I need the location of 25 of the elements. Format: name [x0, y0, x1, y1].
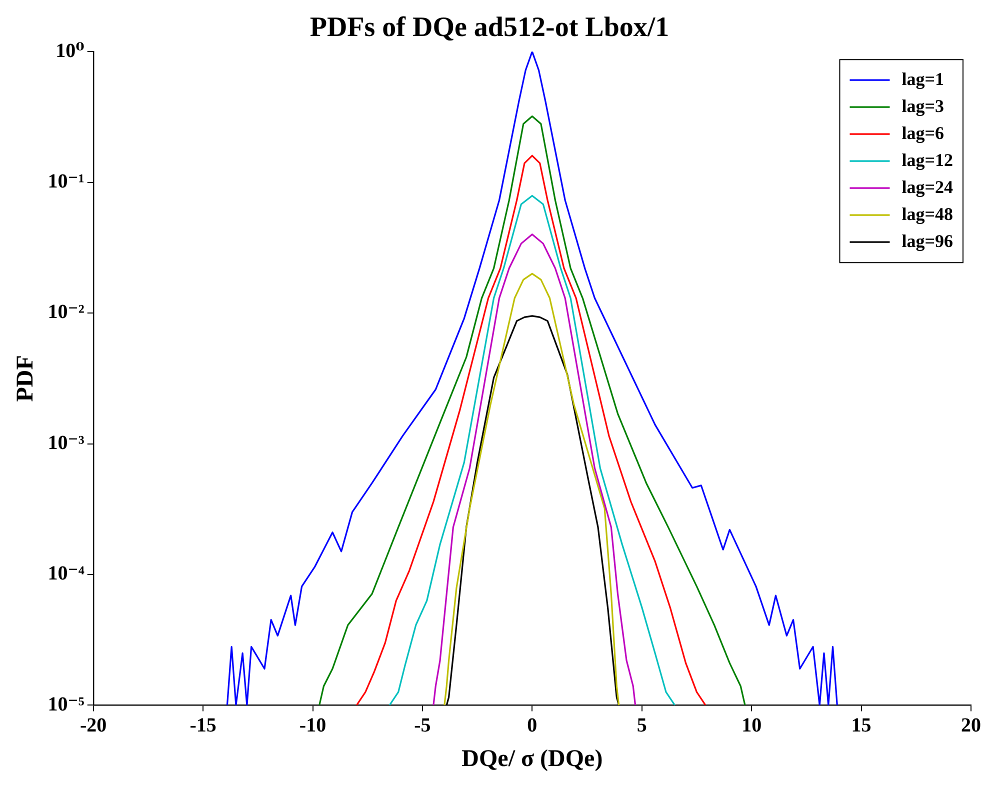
x-tick-label: 0 [527, 714, 538, 736]
legend-label: lag=96 [902, 230, 954, 251]
x-tick-label: -10 [299, 714, 326, 736]
x-tick-label: 5 [636, 714, 647, 736]
legend-label: lag=48 [902, 204, 954, 224]
x-tick-label: 15 [851, 714, 872, 736]
x-tick-label: 20 [961, 714, 981, 736]
legend-label: lag=3 [902, 96, 944, 116]
legend-label: lag=12 [902, 150, 954, 170]
x-axis-title: DQe/ σ (DQe) [462, 746, 603, 772]
y-tick-label: 10⁻⁵ [48, 693, 84, 716]
y-tick-label: 10⁻¹ [48, 170, 84, 192]
y-tick-label: 10⁻² [48, 301, 84, 324]
x-tick-label: -15 [190, 714, 216, 736]
legend-label: lag=6 [902, 122, 944, 143]
y-tick-label: 10⁰ [56, 40, 85, 62]
y-tick-label: 10⁻³ [48, 432, 84, 454]
y-tick-label: 10⁻⁴ [48, 562, 84, 585]
x-tick-label: -20 [80, 714, 107, 736]
y-axis-title: PDF [12, 355, 39, 402]
x-tick-label: -5 [414, 714, 431, 736]
legend-label: lag=1 [902, 68, 944, 89]
chart-title: PDFs of DQe ad512-ot Lbox/1 [310, 12, 670, 44]
x-tick-label: 10 [742, 714, 762, 736]
legend-label: lag=24 [902, 176, 954, 197]
